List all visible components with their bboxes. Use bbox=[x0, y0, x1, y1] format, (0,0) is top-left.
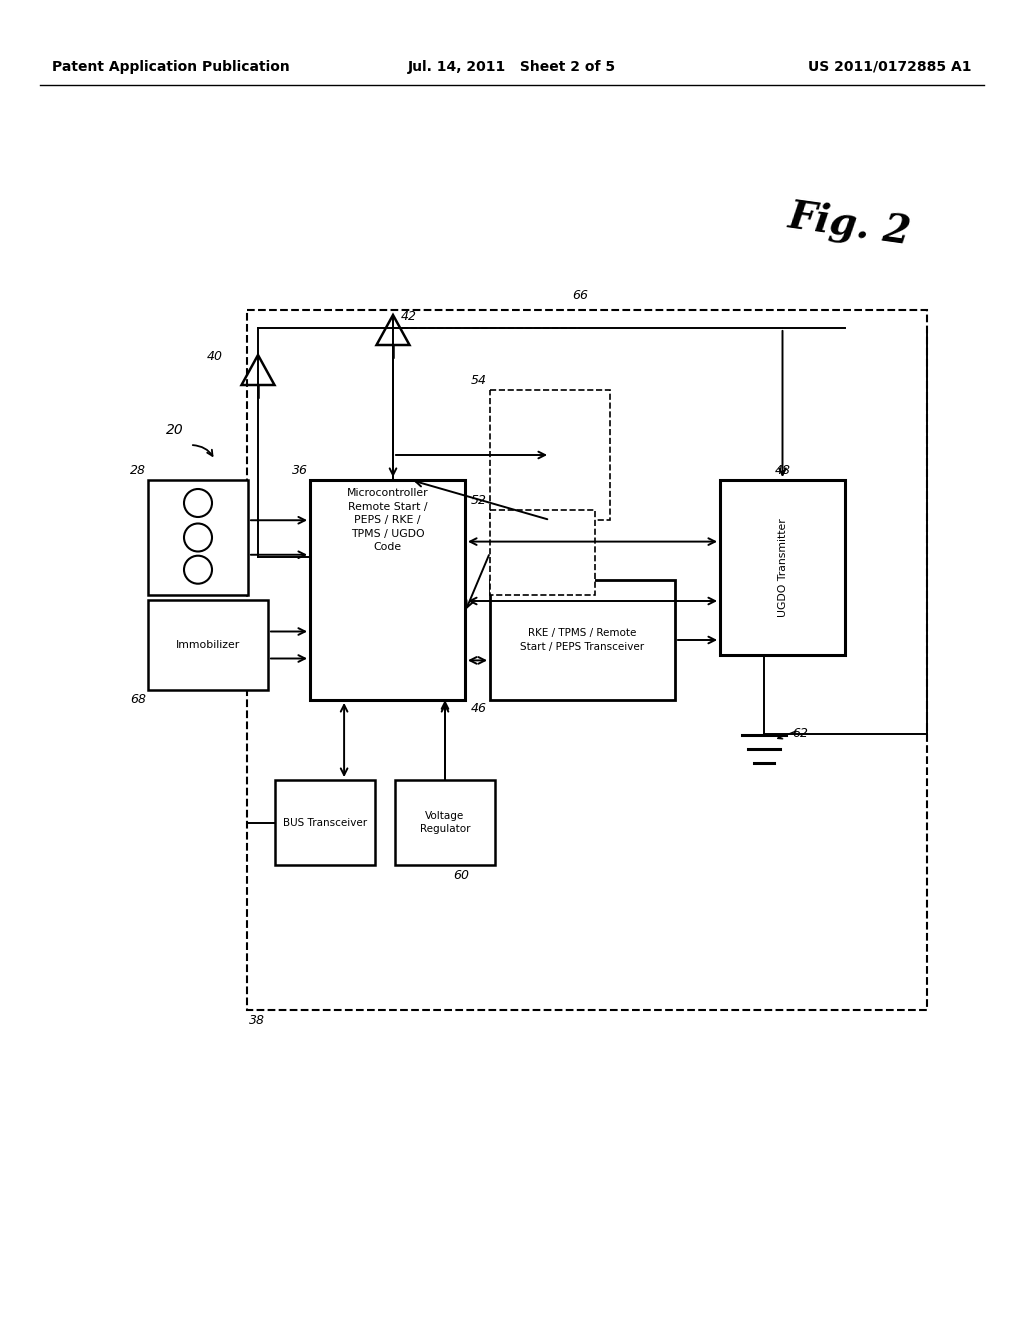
Text: 66: 66 bbox=[572, 289, 588, 302]
Text: Voltage
Regulator: Voltage Regulator bbox=[420, 810, 470, 834]
Bar bbox=[275, 780, 375, 865]
Text: 60: 60 bbox=[453, 869, 469, 882]
Text: US 2011/0172885 A1: US 2011/0172885 A1 bbox=[809, 59, 972, 74]
Text: 62: 62 bbox=[792, 727, 808, 741]
Text: RKE / TPMS / Remote
Start / PEPS Transceiver: RKE / TPMS / Remote Start / PEPS Transce… bbox=[520, 628, 644, 652]
Text: 20: 20 bbox=[166, 422, 184, 437]
Text: UGDO Transmitter: UGDO Transmitter bbox=[777, 519, 787, 616]
Bar bbox=[148, 480, 248, 595]
Text: 68: 68 bbox=[130, 693, 146, 706]
Bar bbox=[490, 389, 610, 520]
Text: BUS Transceiver: BUS Transceiver bbox=[283, 817, 367, 828]
Text: 48: 48 bbox=[774, 465, 791, 477]
Text: Microcontroller
Remote Start /
PEPS / RKE /
TPMS / UGDO
Code: Microcontroller Remote Start / PEPS / RK… bbox=[347, 488, 428, 552]
Text: 46: 46 bbox=[471, 702, 487, 715]
Text: 40: 40 bbox=[207, 350, 223, 363]
Bar bbox=[247, 310, 927, 1010]
Text: 42: 42 bbox=[401, 310, 417, 323]
Bar bbox=[148, 601, 268, 690]
Text: 52: 52 bbox=[471, 494, 487, 507]
Text: Fig. 2: Fig. 2 bbox=[786, 198, 913, 252]
Bar bbox=[395, 780, 495, 865]
Bar bbox=[490, 579, 675, 700]
Text: Jul. 14, 2011   Sheet 2 of 5: Jul. 14, 2011 Sheet 2 of 5 bbox=[408, 59, 616, 74]
Text: 38: 38 bbox=[249, 1014, 265, 1027]
Text: Patent Application Publication: Patent Application Publication bbox=[52, 59, 290, 74]
Text: 54: 54 bbox=[471, 374, 487, 387]
Bar bbox=[310, 480, 465, 700]
Text: 28: 28 bbox=[130, 465, 146, 477]
Text: 36: 36 bbox=[292, 465, 308, 477]
Bar bbox=[720, 480, 845, 655]
Bar bbox=[490, 510, 595, 595]
Text: Immobilizer: Immobilizer bbox=[176, 640, 240, 649]
